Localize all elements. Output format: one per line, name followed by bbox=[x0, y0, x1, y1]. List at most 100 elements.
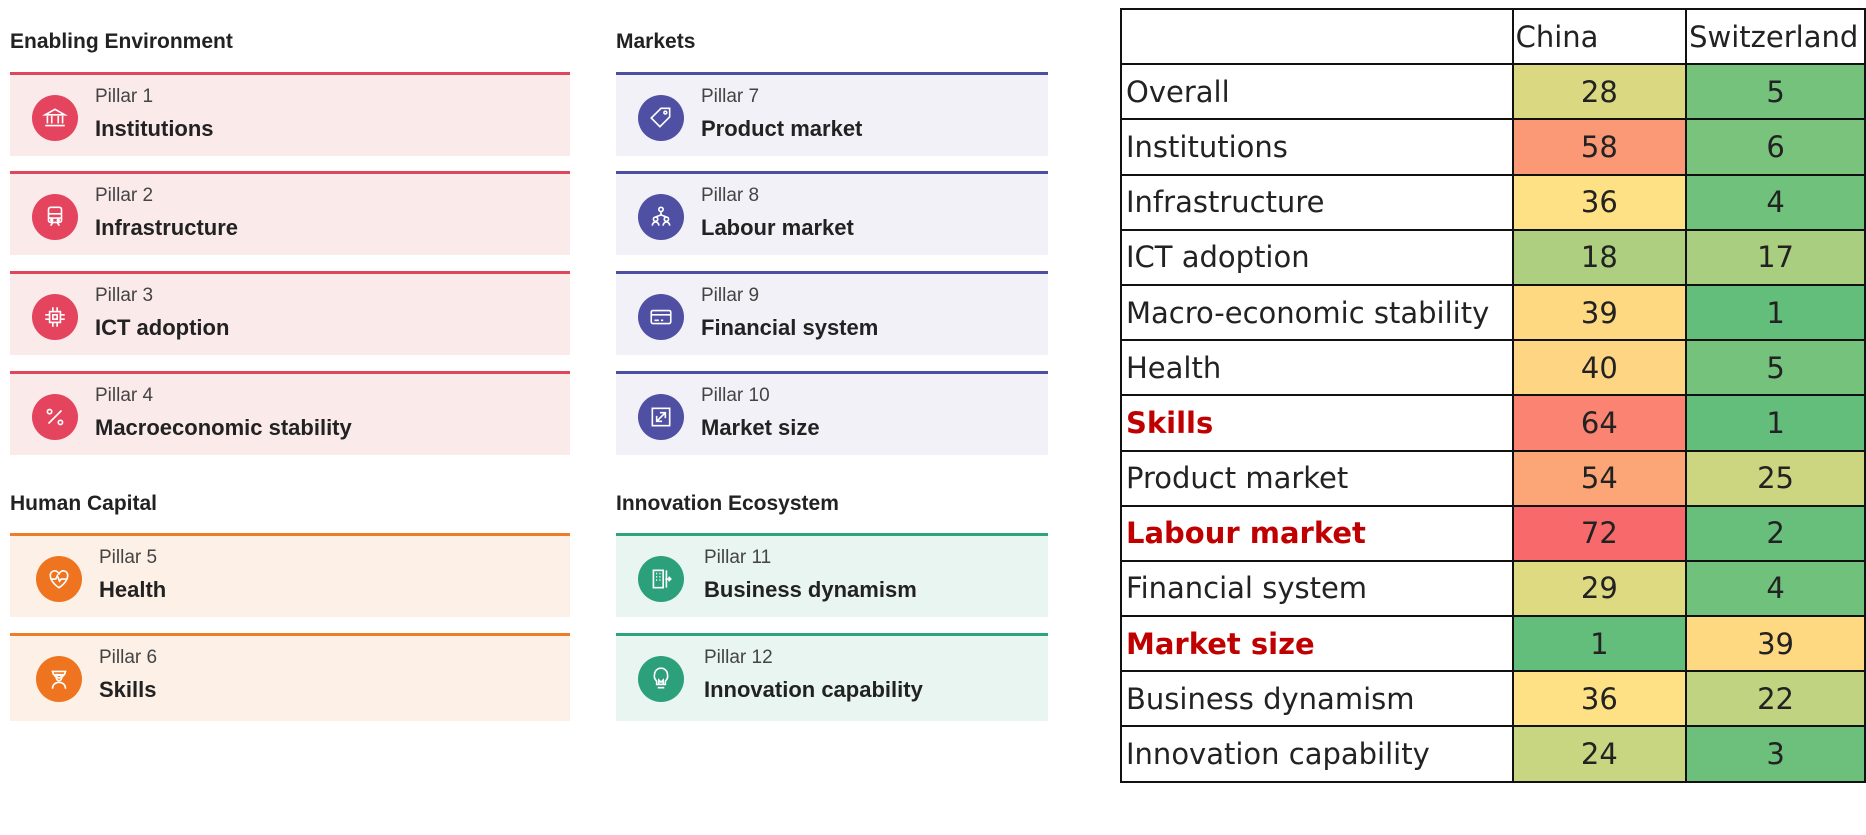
group-title-human-capital: Human Capital bbox=[10, 492, 158, 515]
rank-cell-switzerland: 39 bbox=[1685, 615, 1866, 673]
pillar-card-health: Pillar 5 Health bbox=[10, 533, 570, 617]
row-label-overall: Overall bbox=[1120, 63, 1514, 121]
pillar-name: Health bbox=[99, 577, 167, 602]
rank-cell-switzerland: 22 bbox=[1685, 670, 1866, 728]
pillar-name: Macroeconomic stability bbox=[95, 415, 352, 440]
pillar-number: Pillar 1 bbox=[95, 86, 154, 107]
rank-cell-switzerland: 4 bbox=[1685, 559, 1866, 618]
pillar-card-institutions: Pillar 1 Institutions bbox=[10, 72, 570, 156]
rank-cell-china: 36 bbox=[1511, 173, 1688, 231]
pillar-name: Market size bbox=[701, 415, 820, 440]
lightbulb-icon bbox=[638, 656, 684, 702]
pillar-number: Pillar 11 bbox=[704, 547, 772, 568]
pillar-name: Product market bbox=[701, 116, 863, 141]
pillar-number: Pillar 4 bbox=[95, 385, 154, 406]
table-row: Business dynamism 36 22 bbox=[1120, 670, 1866, 728]
row-label-financial-system: Financial system bbox=[1120, 559, 1514, 618]
pillar-number: Pillar 5 bbox=[99, 547, 158, 568]
table-row: Overall 28 5 bbox=[1120, 63, 1866, 121]
column-header-switzerland: Switzerland bbox=[1685, 7, 1866, 66]
pillar-card-labour-market: Pillar 8 Labour market bbox=[616, 171, 1048, 255]
pillar-name: Infrastructure bbox=[95, 215, 239, 240]
row-label-health: Health bbox=[1120, 339, 1514, 397]
pillar-number: Pillar 9 bbox=[701, 285, 760, 306]
row-label-business-dynamism: Business dynamism bbox=[1120, 670, 1514, 728]
rank-cell-china: 29 bbox=[1511, 559, 1688, 618]
percent-icon bbox=[32, 394, 78, 440]
rank-cell-switzerland: 25 bbox=[1685, 449, 1866, 507]
table-row: Financial system 29 4 bbox=[1120, 559, 1866, 618]
rank-cell-china: 1 bbox=[1511, 615, 1688, 673]
pillar-card-market-size: Pillar 10 Market size bbox=[616, 371, 1048, 455]
table-row: Market size 1 39 bbox=[1120, 615, 1866, 673]
rank-cell-china: 54 bbox=[1511, 449, 1688, 507]
table-row: Labour market 72 2 bbox=[1120, 504, 1866, 562]
table-row: Macro-economic stability 39 1 bbox=[1120, 283, 1866, 342]
pillar-number: Pillar 6 bbox=[99, 647, 158, 668]
pillar-name: Business dynamism bbox=[704, 577, 917, 602]
pillar-card-business-dynamism: Pillar 11 Business dynamism bbox=[616, 533, 1048, 617]
pillar-number: Pillar 2 bbox=[95, 185, 154, 206]
table-row: ICT adoption 18 17 bbox=[1120, 228, 1866, 286]
rank-cell-china: 36 bbox=[1511, 670, 1688, 728]
rank-cell-china: 24 bbox=[1511, 725, 1688, 783]
pillar-number: Pillar 3 bbox=[95, 285, 154, 306]
pillar-number: Pillar 12 bbox=[704, 647, 773, 668]
rank-cell-switzerland: 6 bbox=[1685, 118, 1866, 176]
rank-cell-switzerland: 1 bbox=[1685, 283, 1866, 342]
row-label-institutions: Institutions bbox=[1120, 118, 1514, 176]
rank-cell-china: 40 bbox=[1511, 339, 1688, 397]
institution-icon bbox=[32, 95, 78, 141]
table-corner-cell bbox=[1120, 7, 1514, 66]
rank-cell-switzerland: 2 bbox=[1685, 504, 1866, 562]
group-title-enabling-environment: Enabling Environment bbox=[10, 30, 233, 53]
table-row: Innovation capability 24 3 bbox=[1120, 725, 1866, 783]
row-label-macro-economic-stability: Macro-economic stability bbox=[1120, 283, 1514, 342]
pillar-name: Innovation capability bbox=[704, 677, 923, 702]
pillar-name: Institutions bbox=[95, 116, 214, 141]
row-label-market-size: Market size bbox=[1120, 615, 1514, 673]
rank-cell-china: 58 bbox=[1511, 118, 1688, 176]
row-label-labour-market: Labour market bbox=[1120, 504, 1514, 562]
train-icon bbox=[32, 194, 78, 240]
rank-cell-switzerland: 17 bbox=[1685, 228, 1866, 286]
graduate-icon bbox=[36, 656, 82, 702]
ranking-table: China Switzerland Overall 28 5 Institutions 58… bbox=[1120, 7, 1866, 783]
pillar-name: Labour market bbox=[701, 215, 854, 240]
table-row: Institutions 58 6 bbox=[1120, 118, 1866, 176]
pillar-number: Pillar 8 bbox=[701, 185, 760, 206]
table-row: Health 40 5 bbox=[1120, 339, 1866, 397]
row-label-skills: Skills bbox=[1120, 394, 1514, 452]
building-arrow-icon bbox=[638, 556, 684, 602]
rank-cell-switzerland: 5 bbox=[1685, 339, 1866, 397]
pillar-card-ict-adoption: Pillar 3 ICT adoption bbox=[10, 271, 570, 355]
pillar-name: ICT adoption bbox=[95, 315, 230, 340]
rank-cell-china: 39 bbox=[1511, 283, 1688, 342]
row-label-ict-adoption: ICT adoption bbox=[1120, 228, 1514, 286]
pillar-card-skills: Pillar 6 Skills bbox=[10, 633, 570, 721]
people-network-icon bbox=[638, 194, 684, 240]
chip-icon bbox=[32, 294, 78, 340]
group-title-innovation-ecosystem: Innovation Ecosystem bbox=[616, 492, 839, 515]
table-header-row: China Switzerland bbox=[1120, 7, 1866, 66]
pillar-card-infrastructure: Pillar 2 Infrastructure bbox=[10, 171, 570, 255]
expand-icon bbox=[638, 394, 684, 440]
pillar-name: Skills bbox=[99, 677, 157, 702]
group-title-markets: Markets bbox=[616, 30, 696, 53]
row-label-infrastructure: Infrastructure bbox=[1120, 173, 1514, 231]
rank-cell-china: 28 bbox=[1511, 63, 1688, 121]
tag-icon bbox=[638, 95, 684, 141]
pillar-card-innovation-capability: Pillar 12 Innovation capability bbox=[616, 633, 1048, 721]
credit-card-icon bbox=[638, 294, 684, 340]
table-row: Product market 54 25 bbox=[1120, 449, 1866, 507]
pillar-number: Pillar 10 bbox=[701, 385, 770, 406]
rank-cell-china: 18 bbox=[1511, 228, 1688, 286]
pillar-name: Financial system bbox=[701, 315, 879, 340]
rank-cell-switzerland: 5 bbox=[1685, 63, 1866, 121]
row-label-product-market: Product market bbox=[1120, 449, 1514, 507]
table-row: Infrastructure 36 4 bbox=[1120, 173, 1866, 231]
row-label-innovation-capability: Innovation capability bbox=[1120, 725, 1514, 783]
rank-cell-switzerland: 3 bbox=[1685, 725, 1866, 783]
rank-cell-switzerland: 1 bbox=[1685, 394, 1866, 452]
table-row: Skills 64 1 bbox=[1120, 394, 1866, 452]
